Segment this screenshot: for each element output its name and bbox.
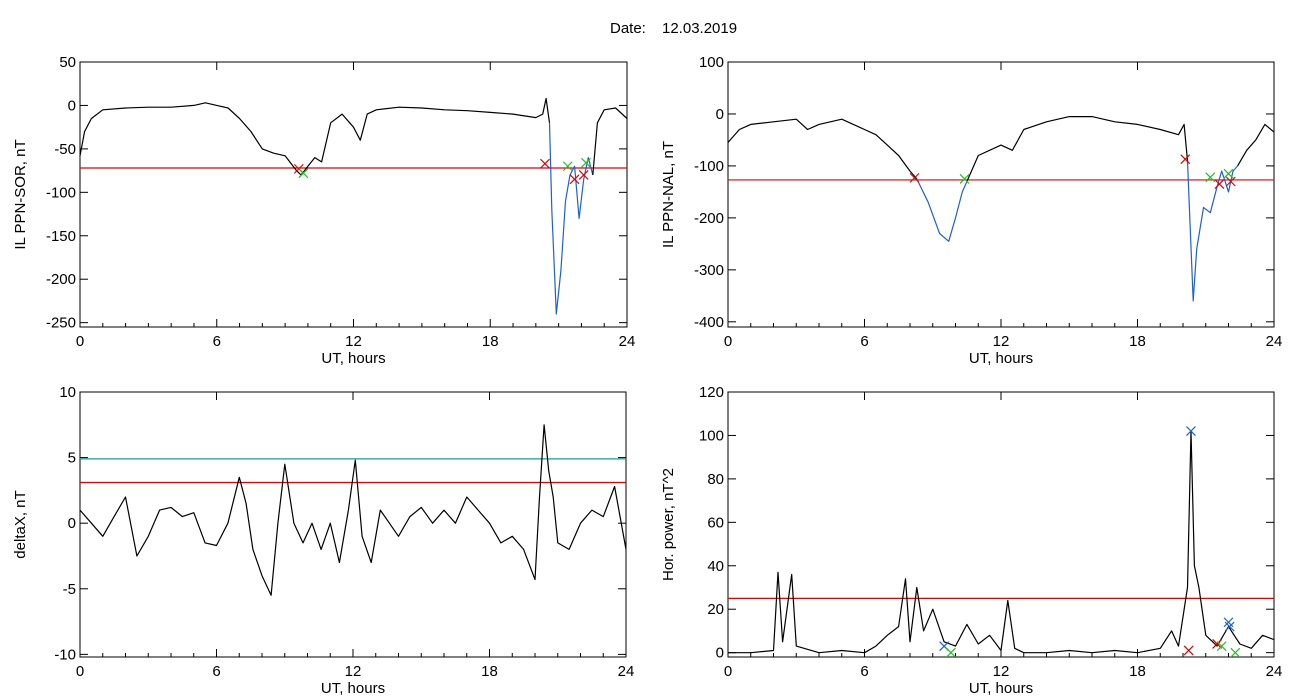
- x-tick-label: 18: [1129, 663, 1146, 680]
- data-layer: [80, 97, 627, 315]
- event-marker: [1214, 179, 1225, 190]
- y-axis-label: IL PPN-NAL, nT: [660, 141, 677, 248]
- y-tick-label: 40: [707, 558, 724, 575]
- event-marker: [946, 647, 956, 657]
- y-tick-label: -250: [46, 315, 76, 332]
- series-line: [548, 122, 594, 315]
- event-marker: [1216, 641, 1227, 652]
- x-tick-label: 0: [76, 663, 84, 680]
- y-tick-label: -150: [46, 228, 76, 245]
- event-marker: [959, 173, 970, 184]
- chart-panel-3: 0 6 12 18 24 10 5 0 -5 -10 UT, hours deltaX, nT: [12, 384, 634, 697]
- x-tick-label: 18: [482, 333, 499, 350]
- y-tick-label: 60: [707, 514, 724, 531]
- event-marker: [540, 158, 550, 169]
- series-line: [1237, 123, 1274, 167]
- event-marker: [1223, 168, 1234, 179]
- chart-panel-1: 0 6 12 18 24 50 0 -50 -100 -150 -200 -250 UT, hours I…: [12, 54, 635, 367]
- x-axis-label: UT, hours: [321, 350, 385, 367]
- event-marker: [578, 170, 589, 180]
- event-marker: [1224, 621, 1235, 632]
- series-line: [916, 178, 968, 242]
- series-line: [728, 118, 918, 180]
- date-label: Date:: [610, 20, 646, 37]
- data-layer: [728, 426, 1274, 657]
- y-tick-label: -200: [694, 210, 724, 227]
- data-layer: [80, 424, 626, 596]
- y-axis-label: deltaX, nT: [12, 490, 29, 558]
- event-marker: [562, 161, 573, 172]
- series-line: [728, 430, 1274, 654]
- x-tick-label: 18: [481, 663, 498, 680]
- y-tick-label: -300: [694, 262, 724, 279]
- x-axis-label: UT, hours: [969, 680, 1033, 697]
- x-tick-label: 6: [860, 333, 868, 350]
- event-marker: [1230, 647, 1241, 657]
- y-tick-label: -100: [46, 184, 76, 201]
- series-line: [80, 97, 551, 176]
- x-tick-label: 24: [1266, 333, 1283, 350]
- series-line: [592, 107, 627, 176]
- y-tick-label: -5: [63, 581, 76, 598]
- y-tick-label: 120: [699, 384, 724, 401]
- event-marker: [1225, 176, 1236, 187]
- event-marker: [1183, 645, 1194, 656]
- x-tick-label: 12: [993, 663, 1010, 680]
- series-line: [966, 115, 1189, 182]
- y-tick-label: 20: [707, 601, 724, 618]
- y-tick-label: -100: [694, 158, 724, 175]
- series-line: [80, 424, 626, 596]
- x-tick-label: 24: [618, 663, 635, 680]
- y-tick-label: -200: [46, 271, 76, 288]
- y-tick-label: 0: [716, 645, 724, 662]
- event-marker: [909, 172, 920, 183]
- y-tick-label: 0: [68, 515, 76, 532]
- x-tick-label: 0: [724, 663, 732, 680]
- x-tick-label: 6: [212, 663, 220, 680]
- x-tick-label: 18: [1129, 333, 1146, 350]
- x-tick-label: 24: [1266, 663, 1283, 680]
- y-tick-label: -10: [54, 646, 76, 663]
- event-marker: [298, 168, 309, 179]
- x-tick-label: 12: [993, 333, 1010, 350]
- y-tick-label: 100: [699, 54, 724, 71]
- series-line: [1186, 160, 1239, 302]
- y-tick-label: 100: [699, 427, 724, 444]
- x-tick-label: 6: [860, 663, 868, 680]
- event-marker: [1205, 172, 1216, 183]
- x-tick-label: 0: [724, 333, 732, 350]
- y-tick-label: 50: [59, 54, 76, 71]
- x-axis-label: UT, hours: [321, 680, 385, 697]
- y-tick-label: 80: [707, 471, 724, 488]
- chart-panel-4: 0 6 12 18 24 120 100 80 60 40 20 0 UT, hours Hor. pow…: [660, 384, 1282, 697]
- y-tick-label: 0: [716, 106, 724, 123]
- y-tick-label: 5: [68, 450, 76, 467]
- event-marker: [569, 174, 580, 185]
- date-value: 12.03.2019: [662, 20, 737, 37]
- chart-panel-2: 0 6 12 18 24 100 0 -100 -200 -300 -400 UT, hours IL …: [660, 54, 1282, 367]
- y-tick-label: 10: [59, 384, 76, 401]
- data-layer: [728, 115, 1274, 302]
- y-tick-label: 0: [68, 97, 76, 114]
- event-marker: [1186, 426, 1196, 437]
- y-axis-label: Hor. power, nT^2: [660, 468, 677, 581]
- x-tick-label: 0: [76, 333, 84, 350]
- y-axis-label: IL PPN-SOR, nT: [12, 139, 29, 249]
- x-tick-label: 12: [345, 663, 362, 680]
- event-marker: [1180, 154, 1191, 165]
- y-tick-label: -50: [54, 141, 76, 158]
- event-marker: [581, 157, 591, 168]
- y-tick-label: -400: [694, 314, 724, 331]
- x-tick-label: 6: [213, 333, 221, 350]
- x-axis-label: UT, hours: [969, 350, 1033, 367]
- x-tick-label: 12: [345, 333, 362, 350]
- x-tick-label: 24: [619, 333, 636, 350]
